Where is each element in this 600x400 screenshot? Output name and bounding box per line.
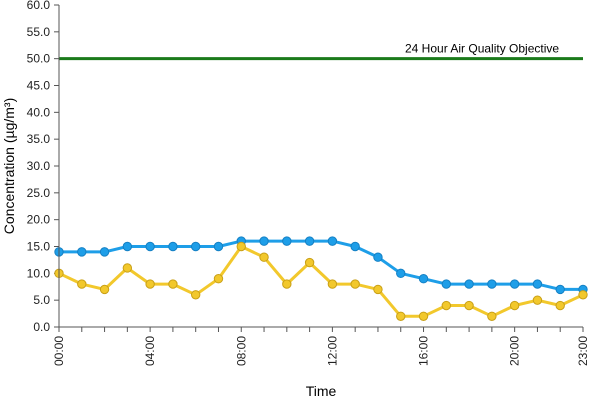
data-point xyxy=(350,241,360,252)
x-axis-title: Time xyxy=(306,383,337,399)
data-point xyxy=(122,241,133,252)
y-tick-label: 40.0 xyxy=(27,105,51,119)
data-point xyxy=(145,279,155,289)
data-point xyxy=(168,279,178,289)
x-tick-label: 20:00 xyxy=(508,336,522,366)
data-point xyxy=(327,279,338,289)
data-point xyxy=(509,300,520,311)
y-tick-label: 50.0 xyxy=(27,52,51,66)
x-tick-label: 04:00 xyxy=(143,336,157,366)
data-point xyxy=(304,257,315,268)
data-point xyxy=(282,236,292,246)
y-axis-title: Concentration (µg/m³) xyxy=(1,98,17,234)
data-point xyxy=(532,279,543,289)
data-point xyxy=(441,279,452,289)
data-point xyxy=(487,279,497,289)
data-point xyxy=(77,279,87,289)
x-axis-ticks: 00:00 04:00 08:00 12:00 16:00 20:00 23:00 xyxy=(52,327,590,366)
data-point xyxy=(578,290,588,300)
series-0 xyxy=(54,236,588,295)
x-tick-label: 16:00 xyxy=(417,336,431,366)
data-point xyxy=(190,290,201,300)
data-point xyxy=(213,241,224,252)
data-point xyxy=(327,236,338,246)
series-1 xyxy=(54,241,588,321)
data-point xyxy=(99,284,110,295)
data-point xyxy=(259,236,269,246)
data-point xyxy=(213,274,224,284)
data-point xyxy=(350,279,360,289)
x-tick-label: 23:00 xyxy=(576,336,590,366)
y-tick-label: 20.0 xyxy=(27,213,51,227)
series-group xyxy=(54,236,588,321)
series-line xyxy=(59,239,583,291)
data-point xyxy=(259,252,269,262)
data-point xyxy=(555,284,565,295)
objective-label: 24 Hour Air Quality Objective xyxy=(405,42,559,56)
data-point xyxy=(282,279,292,289)
y-tick-label: 30.0 xyxy=(27,159,51,173)
data-point xyxy=(304,236,315,246)
data-point xyxy=(555,300,565,311)
y-tick-label: 35.0 xyxy=(27,132,51,146)
y-tick-label: 0.0 xyxy=(33,320,50,334)
y-tick-label: 10.0 xyxy=(27,266,51,280)
y-tick-label: 5.0 xyxy=(33,293,50,307)
data-point xyxy=(464,279,474,289)
x-tick-label: 00:00 xyxy=(52,336,66,366)
data-point xyxy=(418,311,429,321)
data-point xyxy=(509,279,520,289)
reference-line-group: 24 Hour Air Quality Objective xyxy=(59,42,583,61)
data-point xyxy=(464,300,474,311)
data-point xyxy=(396,268,406,279)
y-tick-label: 25.0 xyxy=(27,186,51,200)
series-line xyxy=(58,245,584,318)
data-point xyxy=(532,295,543,305)
data-point xyxy=(441,300,452,311)
data-point xyxy=(373,252,383,262)
y-tick-label: 15.0 xyxy=(27,240,51,254)
data-point xyxy=(99,247,110,257)
data-point xyxy=(487,311,497,321)
y-axis-ticks: 0.0 5.0 10.0 15.0 20.0 25.0 30.0 35.0 40.0 45.0 50… xyxy=(27,0,59,334)
x-tick-label: 08:00 xyxy=(234,336,248,366)
data-point xyxy=(122,263,133,273)
data-point xyxy=(418,274,429,284)
data-point xyxy=(190,241,201,252)
data-point xyxy=(77,247,87,257)
data-point xyxy=(145,241,155,252)
data-point xyxy=(373,284,383,295)
axes xyxy=(58,5,583,328)
y-tick-label: 60.0 xyxy=(27,0,51,12)
data-point xyxy=(236,241,246,252)
y-tick-label: 55.0 xyxy=(27,25,51,39)
data-point xyxy=(168,241,178,252)
x-tick-label: 12:00 xyxy=(325,336,339,366)
data-point xyxy=(396,311,406,321)
y-tick-label: 45.0 xyxy=(27,79,51,93)
